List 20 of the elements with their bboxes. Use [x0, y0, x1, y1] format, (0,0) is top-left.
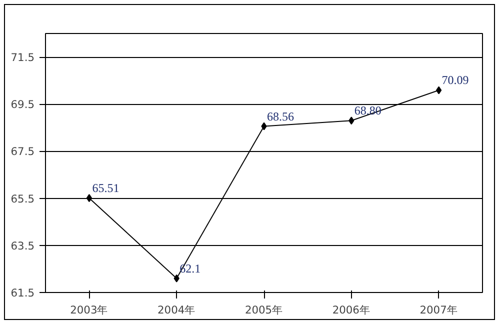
- point: [436, 86, 442, 94]
- x-tick-label: 2003年: [70, 304, 108, 316]
- x-tick-label: 2005年: [244, 304, 284, 316]
- data-label: 68.80: [354, 104, 382, 118]
- y-tick-label: 71.5: [10, 51, 35, 64]
- x-tick-label: 2007年: [420, 304, 458, 316]
- y-tick-label: 65.5: [10, 192, 35, 206]
- data-label: 68.56: [267, 109, 294, 124]
- y-tick-label: 61.5: [10, 286, 35, 300]
- point: [174, 274, 180, 282]
- point: [261, 122, 267, 130]
- y-tick-label: 67.5: [10, 145, 35, 158]
- y-tick-label: 63.5: [10, 239, 35, 252]
- point: [348, 116, 354, 125]
- x-tick-label: 2006年: [332, 304, 370, 316]
- data-label: 65.51: [92, 181, 120, 196]
- y-tick-label: 69.5: [10, 98, 35, 112]
- data-label: 70.09: [442, 73, 469, 88]
- x-tick-label: 2004年: [158, 304, 196, 316]
- point: [86, 194, 92, 202]
